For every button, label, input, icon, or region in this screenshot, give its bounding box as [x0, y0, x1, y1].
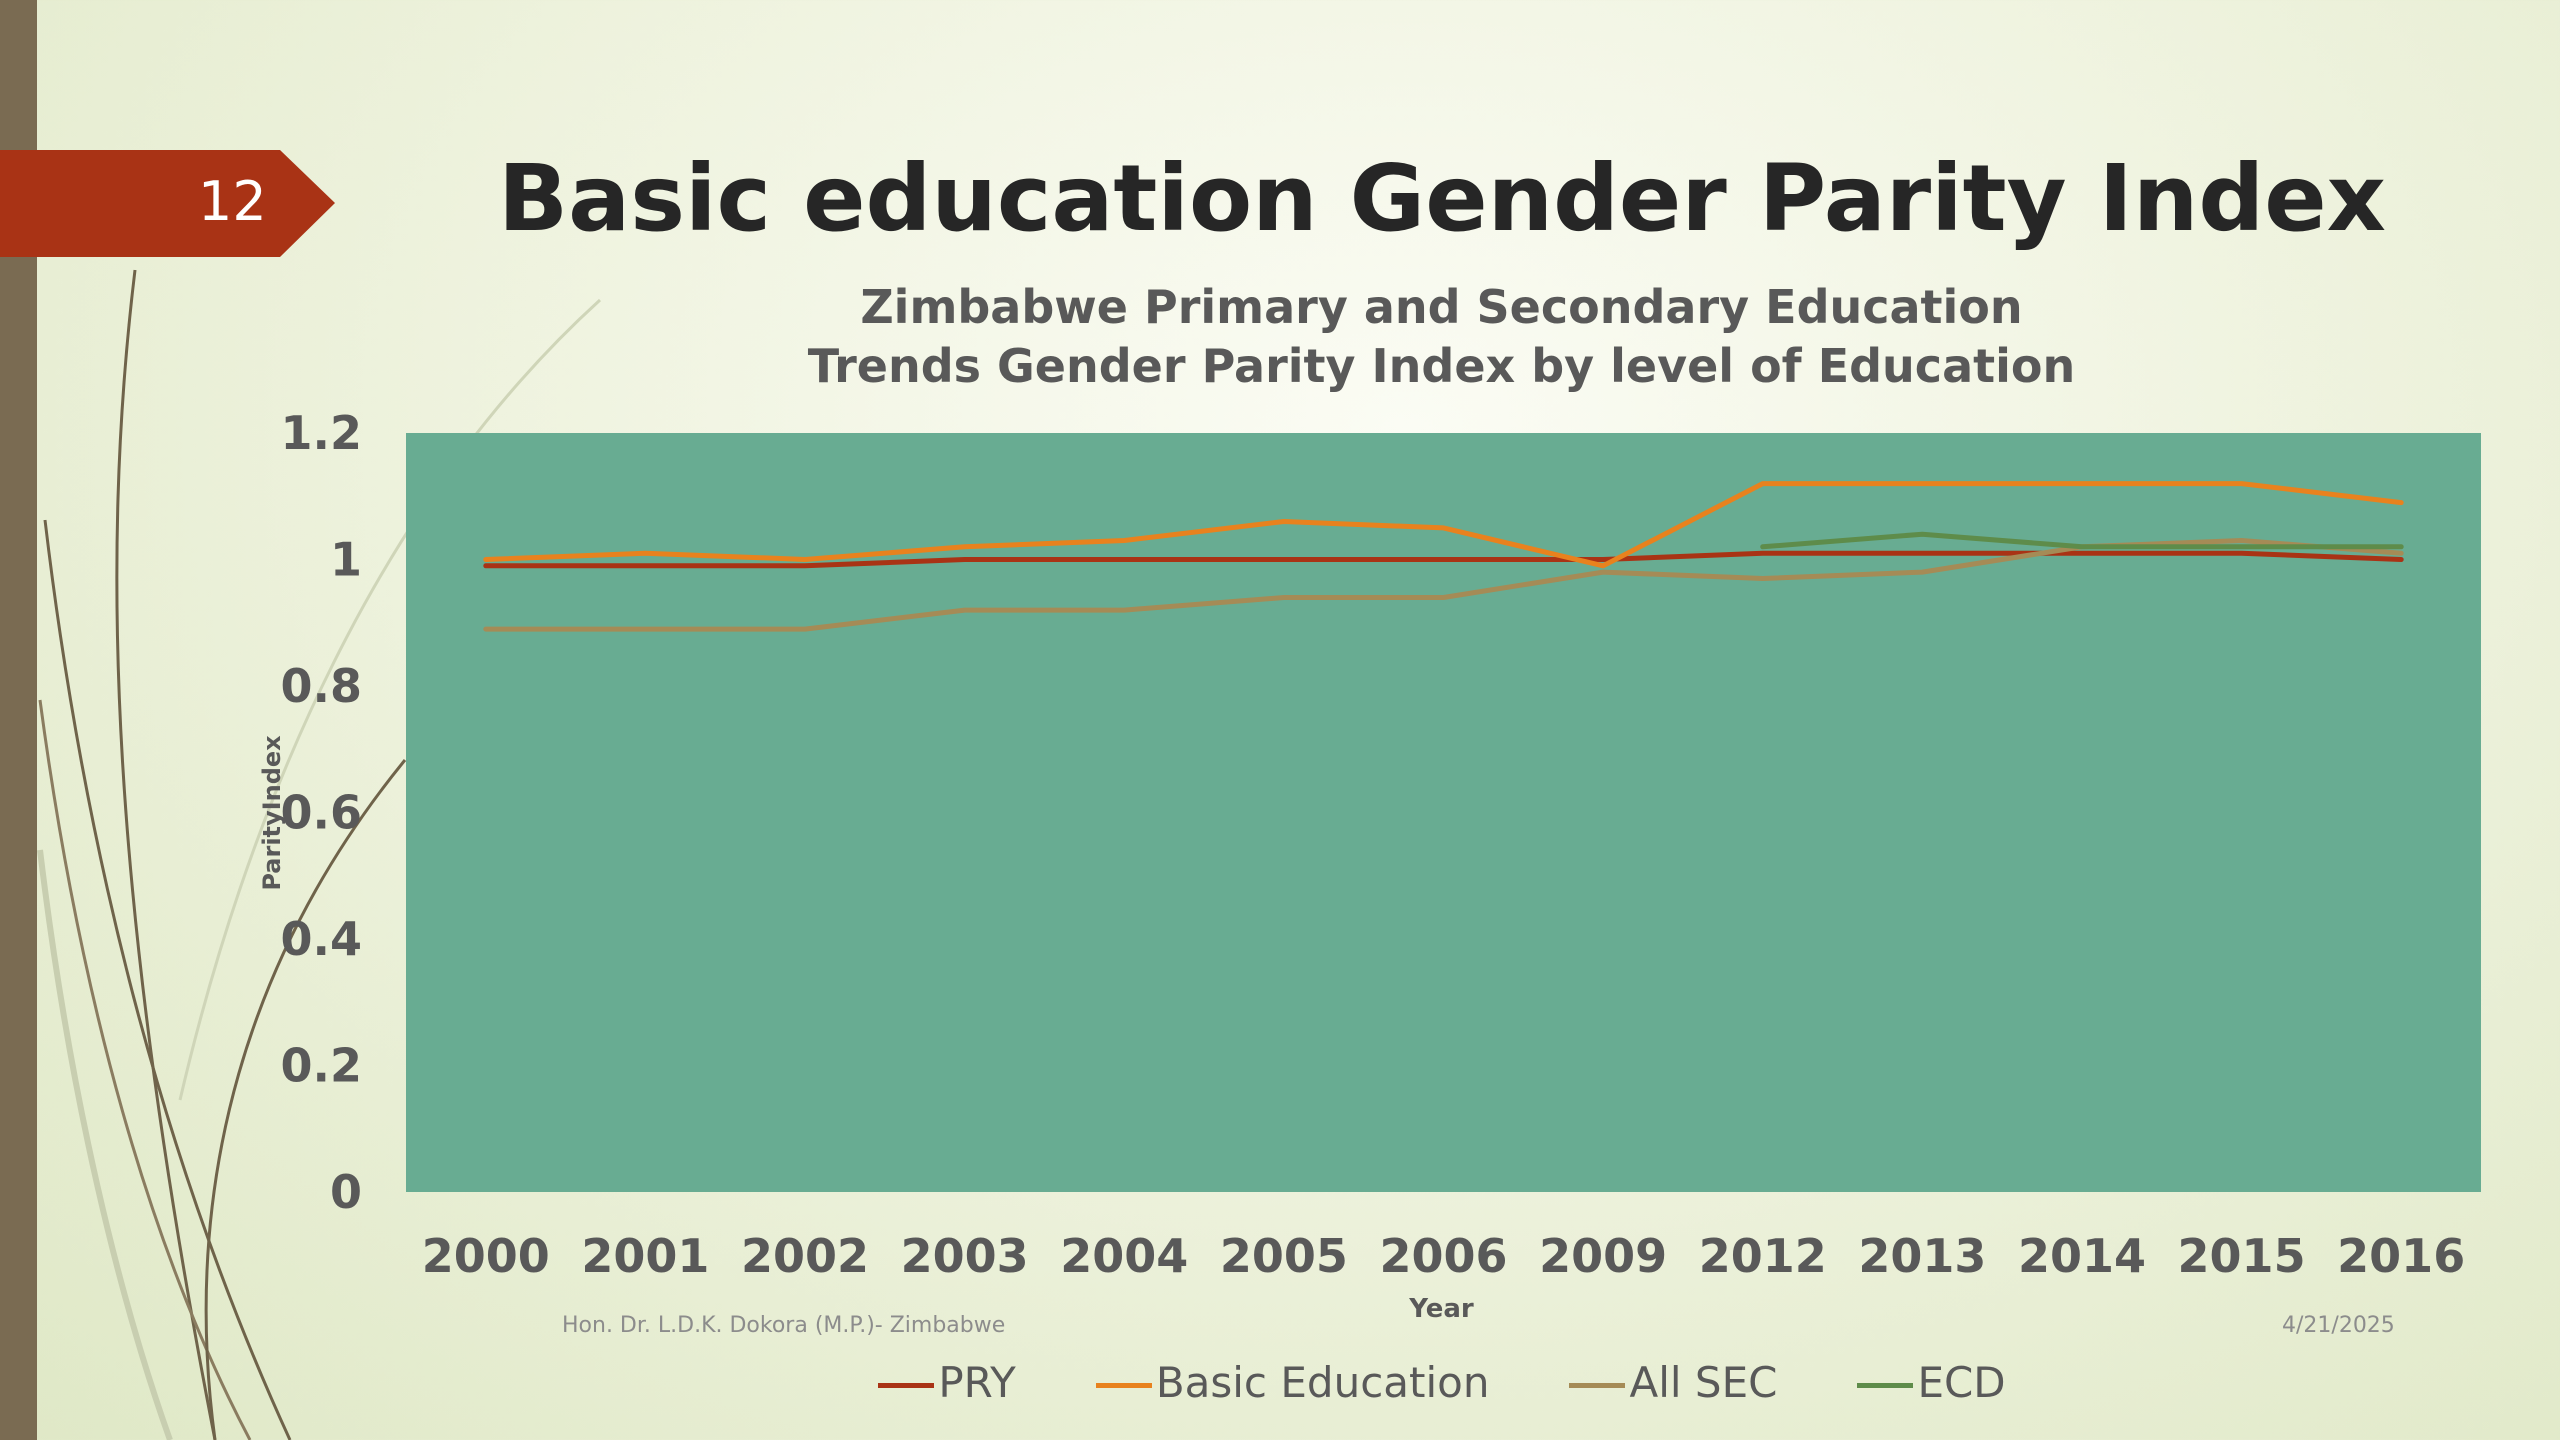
series-line-ecd [1760, 531, 2404, 550]
legend-swatch [878, 1383, 935, 1388]
x-tick-label: 2013 [1858, 1229, 1986, 1283]
x-tick-label: 2009 [1539, 1229, 1667, 1283]
x-tick-label: 2000 [422, 1229, 550, 1283]
legend-label: Basic Education [1155, 1358, 1490, 1407]
y-tick-label: 0.6 [281, 786, 363, 840]
series-line-basic-education [483, 481, 2404, 569]
legend-label: ECD [1917, 1358, 2006, 1407]
y-tick-label: 0 [330, 1165, 362, 1219]
y-tick-label: 1 [330, 533, 362, 587]
y-tick-label: 0.2 [281, 1039, 363, 1093]
legend-item: ECD [1857, 1358, 2006, 1407]
legend-swatch [1857, 1383, 1914, 1388]
chart-legend: PRY Basic Education All SEC ECD [0, 1358, 2560, 1407]
legend-label: PRY [938, 1358, 1016, 1407]
legend-item: Basic Education [1095, 1358, 1490, 1407]
chart-title-line: Trends Gender Parity Index by level of E… [808, 339, 2075, 393]
y-tick-label: 1.2 [281, 406, 363, 460]
y-tick-label: 0.4 [281, 912, 363, 966]
x-tick-label: 2015 [2178, 1229, 2306, 1283]
y-axis-label: ParityIndex [258, 735, 286, 891]
y-tick-label: 0.8 [281, 659, 363, 713]
x-axis-label: Year [1408, 1294, 1474, 1324]
chart-title-line: Zimbabwe Primary and Secondary Education [860, 280, 2022, 334]
legend-swatch [1569, 1383, 1626, 1388]
slide-title: Basic education Gender Parity Index [498, 145, 2386, 252]
x-tick-label: 2004 [1060, 1229, 1188, 1283]
x-tick-label: 2014 [2018, 1229, 2146, 1283]
x-tick-label: 2006 [1379, 1229, 1507, 1283]
slide-number: 12 [198, 170, 267, 233]
legend-label: All SEC [1629, 1358, 1778, 1407]
legend-item: All SEC [1569, 1358, 1777, 1407]
x-tick-label: 2005 [1220, 1229, 1348, 1283]
legend-item: PRY [878, 1358, 1016, 1407]
x-tick-label: 2012 [1699, 1229, 1827, 1283]
footer-date: 4/21/2025 [2282, 1313, 2395, 1338]
footer-author: Hon. Dr. L.D.K. Dokora (M.P.)- Zimbabwe [562, 1313, 1006, 1338]
x-tick-label: 2016 [2337, 1229, 2465, 1283]
x-tick-label: 2001 [581, 1229, 709, 1283]
x-tick-label: 2002 [741, 1229, 869, 1283]
series-line-pry [483, 550, 2404, 569]
slide-number-badge: 12 [0, 150, 335, 257]
legend-swatch [1095, 1383, 1152, 1388]
x-tick-label: 2003 [901, 1229, 1029, 1283]
